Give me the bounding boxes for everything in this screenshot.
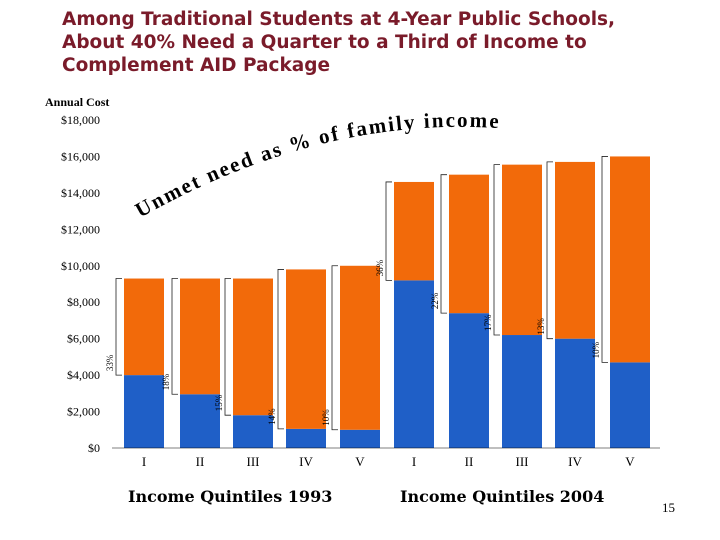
bar-segment-orange [286,269,326,429]
bar-segment-orange [233,278,273,416]
bracket [493,164,500,336]
x-tick-labels: I II III IV V I II III IV V [112,447,660,469]
bar-segment-blue [124,375,164,448]
bracket-percent-label: 22% [430,292,440,309]
x-tick-label: IV [568,454,582,469]
y-tick-label: $14,000 [61,186,100,200]
bar-segment-blue [180,394,220,448]
slide-title: Among Traditional Students at 4-Year Pub… [62,8,702,77]
bracket [440,174,447,314]
bar-segment-blue [340,429,380,448]
bar-segment-orange [555,161,595,339]
bracket-percent-label: 17% [483,314,493,331]
bracket [224,278,231,416]
bracket [171,278,178,395]
unmet-need-annotation-text: Unmet need as % of family income [131,108,500,222]
bar-segment-orange [340,265,380,430]
caption-2004: Income Quintiles 2004 [400,487,605,506]
y-tick-label: $12,000 [61,222,100,236]
y-tick-label: $4,000 [67,368,100,382]
bars [124,156,650,448]
bar-segment-orange [394,181,434,281]
page-number: 15 [662,500,675,515]
x-tick-label: I [142,454,146,469]
bracket-percent-label: 15% [214,394,224,411]
bar-segment-orange [449,174,489,314]
brackets: 33% 18% 15% 14% 10% 36% 22% 17% 13% 10% [105,156,608,431]
bar-segment-blue [233,415,273,448]
y-tick-label: $2,000 [67,405,100,419]
bracket [115,278,122,376]
x-tick-label: V [625,454,635,469]
y-tick-label: $10,000 [61,259,100,273]
x-tick-label: III [247,454,260,469]
x-tick-label: V [355,454,365,469]
bracket-percent-label: 13% [536,318,546,335]
bar-segment-blue [286,428,326,448]
bracket [331,265,338,431]
x-tick-label: III [516,454,529,469]
bar-segment-orange [180,278,220,395]
bar-segment-blue [449,313,489,448]
x-tick-label: II [465,454,474,469]
bracket [277,269,284,430]
bracket-percent-label: 14% [267,408,277,425]
x-tick-label: II [196,454,205,469]
title-line-3: Complement AID Package [62,55,331,76]
y-tick-label: $8,000 [67,295,100,309]
unmet-need-annotation: Unmet need as % of family income [131,108,502,222]
bar-segment-orange [610,156,650,363]
title-line-2: About 40% Need a Quarter to a Third of I… [62,32,587,53]
y-tick-label: $16,000 [61,149,100,163]
title-line-1: Among Traditional Students at 4-Year Pub… [62,9,616,30]
bar-segment-orange [124,278,164,376]
bar-segment-blue [555,338,595,448]
bracket-percent-label: 10% [591,341,601,358]
bar-segment-blue [610,362,650,448]
bracket [385,181,392,281]
y-tick-label: $0 [88,441,100,455]
bracket-percent-label: 18% [161,373,171,390]
bracket [546,161,553,340]
y-tick-label: $18,000 [61,113,100,127]
bracket-percent-label: 36% [375,259,385,276]
y-tick-label: $6,000 [67,332,100,346]
bar-segment-orange [502,164,542,336]
bar-segment-blue [394,280,434,448]
x-tick-label: I [412,454,416,469]
bar-segment-blue [502,335,542,448]
y-axis: $0 $2,000 $4,000 $6,000 $8,000 $10,000 $12,000… [61,113,100,455]
x-tick-label: IV [299,454,313,469]
bracket-percent-label: 10% [321,409,331,426]
y-axis-label: Annual Cost [45,95,109,109]
bracket [601,156,608,363]
caption-1993: Income Quintiles 1993 [128,487,333,506]
bracket-percent-label: 33% [105,354,115,371]
